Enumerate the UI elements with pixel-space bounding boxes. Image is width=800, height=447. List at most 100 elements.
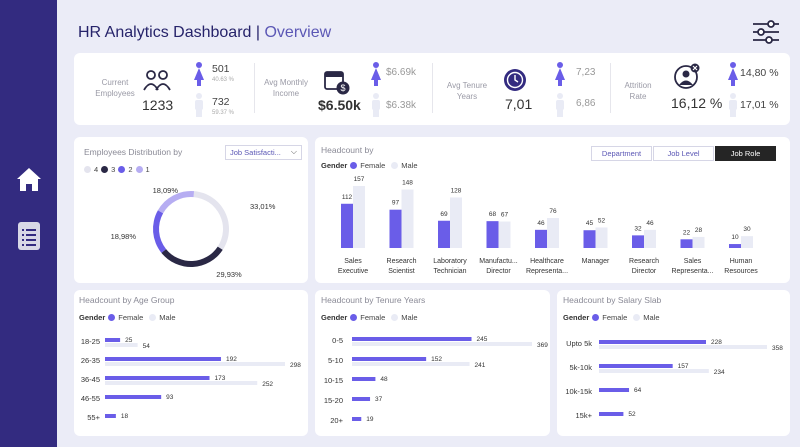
tenure-title: Headcount by Tenure Years [321,295,426,305]
row-label: 18-25 [81,337,100,346]
bar-label-female: 152 [431,356,442,363]
tab-department[interactable]: Department [591,146,652,161]
bar-label-female: 245 [477,336,488,343]
row-label: 55+ [87,413,100,422]
bar-label-male: 54 [143,343,151,350]
legend-dot-female [350,314,358,321]
kpi-income-value: $6.50k [318,97,361,113]
bar-label-female: 45 [586,220,594,227]
bar-male [498,221,511,248]
bar-label-female: 52 [628,411,636,418]
home-icon[interactable] [14,165,44,195]
bar-male [547,217,559,248]
age-chart: 18-25 25 54 26-35 192 298 36-45 173 252 46-55 93 55… [81,337,301,422]
bar-label-female: 69 [440,211,448,218]
kpi-attrition-label-1: Attrition [624,81,652,90]
bar-label-male: 252 [262,381,273,388]
kpi-attrition-female: 14,80 % [740,67,779,79]
kpi-employees-female-pct: 40.63 % [212,77,235,83]
calendar-dollar-icon: $ [324,71,350,95]
svg-text:$: $ [340,83,345,93]
slice-label: 18,09% [153,186,179,195]
row-label: 15-20 [324,396,343,405]
category-label: Sales [344,258,362,265]
legend-female: Female [360,313,386,322]
category-label: Sales [684,258,702,265]
bar-female [599,364,673,368]
bar-label-male: 298 [290,362,301,369]
kpi-tenure-female: 7,23 [576,67,596,78]
category-label: Director [632,268,657,275]
kpi-employees-label: Current Employees [84,77,146,99]
title-separator: | [255,24,261,41]
tenure-chart: 0-5 245 369 5-10 152 241 10-15 48 15-20 37 20+ 19 [324,336,548,425]
kpi-attrition-value: 16,12 % [671,95,723,111]
slice-label: 33,01% [250,202,276,211]
bar-female [599,412,624,416]
legend-male: Male [159,313,176,322]
donut-slice [153,210,167,253]
bar-male [352,342,532,346]
category-label: Manager [582,258,610,265]
bar-label-female: 97 [392,200,400,207]
bar-female [105,395,162,399]
document-icon[interactable] [14,221,44,251]
bar-female [341,203,353,248]
bar-male [105,343,138,347]
bar-label-female: 64 [634,387,642,394]
bar-label-female: 68 [489,211,497,218]
title-subtitle: Overview [264,24,332,41]
bar-label-female: 18 [121,413,129,420]
bar-label-female: 46 [537,220,545,227]
legend-label: 1 [145,165,150,174]
legend-dot [84,166,91,173]
distribution-title: Employees Distribution by [84,147,183,157]
bar-label-female: 157 [678,363,689,370]
bar-label-female: 48 [380,376,388,383]
category-label: Scientist [388,268,415,275]
row-label: 10-15 [324,376,343,385]
kpi-attrition-label-2: Rate [629,92,647,101]
male-icon [729,93,737,117]
role-chart: 112 157 Sales Executive 97 148 Research Scienti… [338,176,758,275]
bar-female [583,230,596,248]
age-title: Headcount by Age Group [79,295,175,305]
salary-legend: Gender Female Male [563,313,660,322]
divider [254,63,255,113]
legend-label: 4 [94,165,99,174]
headcount-title: Headcount by [321,145,374,155]
kpi-employees-value: 1233 [142,97,174,113]
tab-job-level[interactable]: Job Level [653,146,714,161]
bar-female [486,221,499,248]
bar-male [450,197,462,248]
sliders-icon[interactable] [752,20,780,44]
bar-female [632,235,644,248]
sidebar [0,0,57,447]
bar-label-female: 25 [125,337,133,344]
bar-label-male: 148 [402,180,413,187]
bar-label-male: 76 [549,208,557,215]
distribution-dropdown[interactable]: Job Satisfacti... ⌵ [225,145,302,160]
kpi-employees-label-2: Employees [95,89,135,98]
bar-female [535,229,547,248]
bar-male [599,345,767,349]
bar-label-male: 30 [743,226,751,233]
row-label: 46-55 [81,394,100,403]
category-label: Executive [338,268,368,275]
category-label: Technician [433,268,466,275]
bar-label-female: 112 [342,194,353,201]
bar-female [729,244,741,248]
bar-label-female: 22 [683,229,691,236]
bar-female [105,376,210,380]
row-label: 5k-10k [569,363,592,372]
bar-female [105,414,116,418]
bar-label-male: 157 [354,176,365,183]
legend-dot-male [149,314,157,321]
tab-job-role[interactable]: Job Role [715,146,776,161]
legend-gender: Gender [321,313,348,322]
male-icon [372,93,380,117]
bar-label-female: 173 [214,375,225,382]
bar-label-female: 19 [366,416,374,423]
legend-dot-female [108,314,116,321]
male-icon [195,93,203,117]
